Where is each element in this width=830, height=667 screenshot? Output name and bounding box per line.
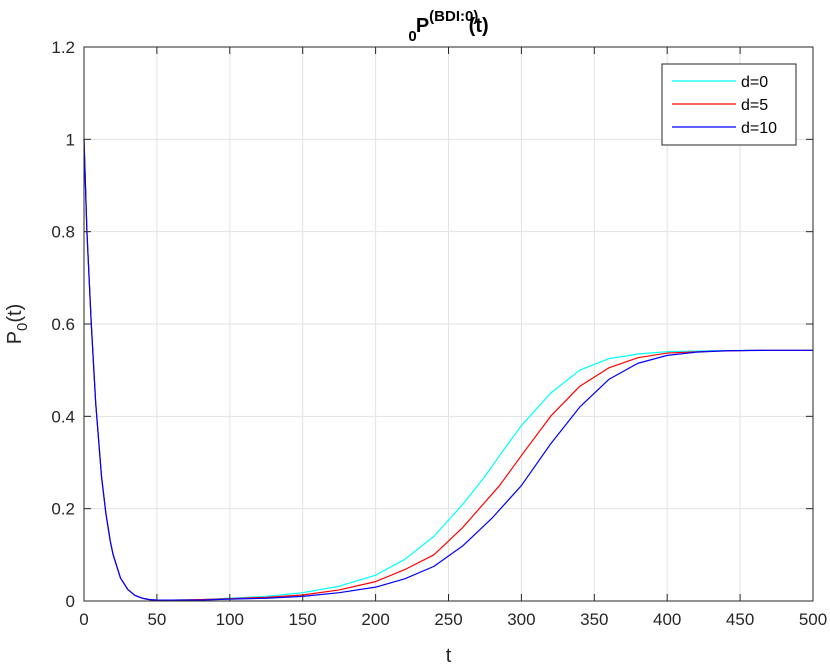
- x-tick-label: 400: [653, 610, 681, 629]
- y-tick-label: 1: [66, 130, 75, 149]
- y-tick-label: 0.8: [51, 223, 75, 242]
- x-tick-label: 250: [434, 610, 462, 629]
- legend-entry: d=10: [741, 120, 777, 137]
- title-subscript: 0: [408, 28, 416, 45]
- y-tick-label: 0.2: [51, 500, 75, 519]
- y-tick-label: 0: [66, 592, 75, 611]
- y-tick-label: 0.6: [51, 315, 75, 334]
- legend-entry: d=0: [741, 74, 768, 91]
- series-line-d-10: [83, 139, 813, 601]
- x-tick-label: 150: [289, 610, 317, 629]
- x-tick-label: 350: [580, 610, 608, 629]
- ticks: 0 50 100 150 200 250 300 350 400 450 500 0 0.2 0.4 0.6…: [51, 38, 827, 629]
- x-tick-label: 300: [507, 610, 535, 629]
- title-base: P: [416, 15, 429, 37]
- x-axis-label: t: [446, 645, 452, 667]
- x-tick-label: 100: [216, 610, 244, 629]
- x-tick-label: 500: [799, 610, 827, 629]
- legend: d=0 d=5 d=10: [661, 63, 797, 146]
- title-superscript: (BDI:0): [429, 8, 478, 25]
- y-tick-label: 0.4: [51, 407, 75, 426]
- y-tick-label: 1.2: [51, 38, 75, 57]
- x-tick-label: 50: [147, 610, 166, 629]
- x-tick-label: 450: [726, 610, 754, 629]
- x-tick-label: 200: [361, 610, 389, 629]
- y-axis-label: P0(t): [4, 304, 31, 345]
- ylabel-base: P: [4, 331, 26, 344]
- chart-title: P(BDI:0) 0 (t): [408, 8, 488, 45]
- ylabel-subscript: 0: [14, 323, 31, 331]
- x-tick-label: 0: [79, 610, 88, 629]
- title-suffix: (t): [469, 15, 489, 37]
- ylabel-suffix: (t): [4, 304, 26, 323]
- legend-entry: d=5: [741, 97, 768, 114]
